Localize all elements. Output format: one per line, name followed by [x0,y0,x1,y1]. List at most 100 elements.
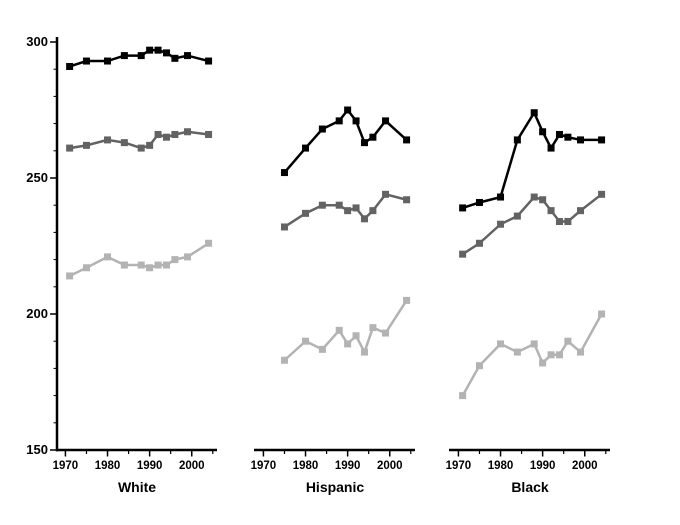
x-tick-label: 1990 [530,460,556,472]
panel-hispanic: 1970 1980 1990 2000 [245,0,430,525]
series-marker-black [598,136,606,144]
panel-title-black: Black [511,479,549,495]
series-marker-dark-gray [171,130,179,138]
series-marker-black [497,193,505,201]
series-marker-light-gray [547,351,555,359]
series-marker-dark-gray [137,144,145,152]
series-marker-black [369,133,377,141]
series-marker-light-gray [555,351,563,359]
series-marker-black [530,109,538,117]
series-marker-light-gray [335,326,343,334]
series-marker-black [82,57,90,65]
series-marker-light-gray [137,261,145,269]
series-marker-light-gray [369,324,377,332]
series-marker-black [137,52,145,60]
series-marker-light-gray [344,340,352,348]
series-marker-black [335,117,343,125]
chart-plot-hispanic: 1970 1980 1990 2000 [251,106,415,472]
x-tick-label: 2000 [377,460,403,472]
series-marker-dark-gray [146,141,154,149]
series-marker-light-gray [280,356,288,364]
series-marker-light-gray [120,261,128,269]
series-marker-dark-gray [403,196,411,204]
x-tick-label: 1970 [251,460,277,472]
series-marker-black [146,46,154,54]
series-marker-light-gray [564,337,572,345]
series-marker-dark-gray [154,130,162,138]
series-marker-light-gray [205,239,213,247]
series-line-dark-gray [283,192,407,229]
series-marker-light-gray [82,264,90,272]
series-marker-dark-gray [513,212,521,220]
series-marker-dark-gray [497,220,505,228]
series-marker-light-gray [171,256,179,264]
series-marker-dark-gray [82,141,90,149]
x-tick-label: 1980 [293,460,319,472]
series-marker-dark-gray [382,190,390,198]
series-marker-black [344,106,352,114]
series-marker-light-gray [475,362,483,370]
series-marker-black [475,198,483,206]
series-marker-black [120,52,128,60]
series-marker-dark-gray [66,144,74,152]
panel-black: 1970 1980 1990 2000 [440,0,625,525]
series-marker-dark-gray [539,196,547,204]
series-marker-light-gray [459,392,467,400]
series-marker-light-gray [513,348,521,356]
series-marker-dark-gray [184,128,192,136]
x-tick-label: 1970 [53,460,79,472]
x-tick-label: 1970 [446,460,472,472]
series-marker-dark-gray [104,136,112,144]
series-marker-light-gray [530,340,538,348]
series-marker-dark-gray [318,201,326,209]
series-marker-light-gray [154,261,162,269]
series-marker-dark-gray [475,239,483,247]
series-marker-black [205,57,213,65]
y-tick-label-150: 150 [26,442,48,457]
series-marker-black [577,136,585,144]
series-marker-dark-gray [577,207,585,215]
series-marker-black [154,46,162,54]
series-marker-dark-gray [302,209,310,217]
series-marker-black [162,49,170,57]
y-tick-label-250: 250 [26,170,48,185]
x-tick-label: 1990 [137,460,163,472]
x-tick-label: 2000 [572,460,598,472]
y-tick-label-300: 300 [26,34,48,49]
series-marker-black [104,57,112,65]
series-marker-black [171,54,179,62]
series-marker-black [555,130,563,138]
series-marker-dark-gray [530,193,538,201]
series-marker-dark-gray [335,201,343,209]
chart-plot-black: 1970 1980 1990 2000 [446,109,610,472]
series-marker-light-gray [302,337,310,345]
series-marker-light-gray [352,332,360,340]
series-marker-light-gray [184,253,192,261]
series-marker-dark-gray [360,215,368,223]
series-marker-black [66,62,74,70]
series-marker-dark-gray [555,218,563,226]
panel-title-white: White [117,479,157,495]
series-marker-black [302,144,310,152]
series-marker-black [184,52,192,60]
series-marker-black [539,128,547,136]
series-marker-black [403,136,411,144]
series-marker-black [564,133,572,141]
series-marker-black [352,117,360,125]
series-marker-light-gray [598,310,606,318]
series-marker-dark-gray [564,218,572,226]
panel-title-hispanic: Hispanic [305,479,365,495]
series-marker-dark-gray [280,223,288,231]
series-marker-light-gray [539,359,547,367]
x-tick-label: 1990 [335,460,361,472]
series-marker-light-gray [146,264,154,272]
series-marker-dark-gray [369,207,377,215]
panel-white: 1970 1980 1990 2000 [47,0,232,525]
series-marker-light-gray [360,348,368,356]
series-line-light-gray [283,299,408,362]
series-marker-black [547,144,555,152]
series-marker-black [318,125,326,133]
series-line-dark-gray [461,193,603,256]
x-tick-label: 1980 [95,460,121,472]
